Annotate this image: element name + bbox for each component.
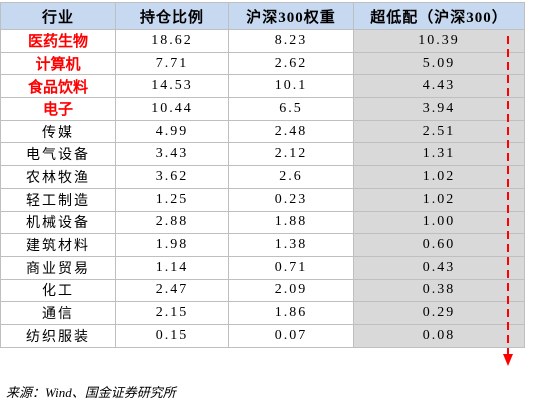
value-cell: 2.47 bbox=[115, 278, 229, 303]
industry-cell: 食品饮料 bbox=[0, 74, 116, 99]
value-cell: 3.94 bbox=[353, 97, 525, 121]
value-cell: 2.88 bbox=[115, 210, 229, 235]
value-cell: 0.07 bbox=[228, 323, 354, 348]
value-cell: 1.02 bbox=[353, 165, 525, 189]
value-cell: 3.62 bbox=[115, 165, 229, 189]
industry-cell: 纺织服装 bbox=[0, 323, 116, 348]
table-row: 医药生物 18.62 8.23 10.39 bbox=[0, 29, 525, 53]
table-row: 食品饮料 14.53 10.1 4.43 bbox=[0, 74, 525, 99]
value-cell: 2.12 bbox=[228, 142, 354, 167]
value-cell: 1.25 bbox=[115, 187, 229, 212]
industry-cell: 传媒 bbox=[0, 119, 116, 144]
value-cell: 6.5 bbox=[228, 97, 354, 121]
table-row: 电子 10.44 6.5 3.94 bbox=[0, 97, 525, 121]
value-cell: 18.62 bbox=[115, 29, 229, 53]
value-cell: 4.99 bbox=[115, 119, 229, 144]
source-note: 来源：Wind、国金证券研究所 bbox=[6, 385, 176, 400]
value-cell: 8.23 bbox=[228, 29, 354, 53]
table-row: 建筑材料 1.98 1.38 0.60 bbox=[0, 233, 525, 257]
table-row: 轻工制造 1.25 0.23 1.02 bbox=[0, 187, 525, 212]
value-cell: 1.02 bbox=[353, 187, 525, 212]
value-cell: 2.62 bbox=[228, 51, 354, 76]
value-cell: 2.15 bbox=[115, 301, 229, 325]
value-cell: 0.43 bbox=[353, 255, 525, 280]
value-cell: 1.98 bbox=[115, 233, 229, 257]
industry-cell: 医药生物 bbox=[0, 29, 116, 53]
value-cell: 4.43 bbox=[353, 74, 525, 99]
industry-cell: 机械设备 bbox=[0, 210, 116, 235]
value-cell: 0.38 bbox=[353, 278, 525, 303]
industry-cell: 化工 bbox=[0, 278, 116, 303]
header-cell: 超低配（沪深300） bbox=[353, 2, 525, 30]
arrow-head bbox=[503, 354, 513, 366]
value-cell: 2.6 bbox=[228, 165, 354, 189]
value-cell: 1.38 bbox=[228, 233, 354, 257]
table-body: 医药生物 18.62 8.23 10.39 计算机 7.71 2.62 5.09 食品饮料 14.… bbox=[0, 29, 525, 348]
table-row: 化工 2.47 2.09 0.38 bbox=[0, 278, 525, 303]
header-cell: 沪深300权重 bbox=[228, 2, 354, 30]
table-row: 农林牧渔 3.62 2.6 1.02 bbox=[0, 165, 525, 189]
value-cell: 1.88 bbox=[228, 210, 354, 235]
industry-cell: 商业贸易 bbox=[0, 255, 116, 280]
value-cell: 0.29 bbox=[353, 301, 525, 325]
industry-cell: 电气设备 bbox=[0, 142, 116, 167]
industry-cell: 电子 bbox=[0, 97, 116, 121]
value-cell: 0.71 bbox=[228, 255, 354, 280]
table-row: 电气设备 3.43 2.12 1.31 bbox=[0, 142, 525, 167]
value-cell: 10.44 bbox=[115, 97, 229, 121]
header-cell: 行业 bbox=[0, 2, 116, 30]
table-row: 纺织服装 0.15 0.07 0.08 bbox=[0, 323, 525, 348]
value-cell: 0.23 bbox=[228, 187, 354, 212]
header-cell: 持仓比例 bbox=[115, 2, 229, 30]
header-row: 行业 持仓比例 沪深300权重 超低配（沪深300） bbox=[0, 2, 525, 30]
value-cell: 2.48 bbox=[228, 119, 354, 144]
value-cell: 1.00 bbox=[353, 210, 525, 235]
value-cell: 0.08 bbox=[353, 323, 525, 348]
value-cell: 5.09 bbox=[353, 51, 525, 76]
table-row: 商业贸易 1.14 0.71 0.43 bbox=[0, 255, 525, 280]
value-cell: 1.86 bbox=[228, 301, 354, 325]
value-cell: 7.71 bbox=[115, 51, 229, 76]
table-row: 传媒 4.99 2.48 2.51 bbox=[0, 119, 525, 144]
value-cell: 10.39 bbox=[353, 29, 525, 53]
value-cell: 0.60 bbox=[353, 233, 525, 257]
value-cell: 1.31 bbox=[353, 142, 525, 167]
industry-cell: 建筑材料 bbox=[0, 233, 116, 257]
industry-cell: 农林牧渔 bbox=[0, 165, 116, 189]
value-cell: 1.14 bbox=[115, 255, 229, 280]
value-cell: 10.1 bbox=[228, 74, 354, 99]
table-row: 计算机 7.71 2.62 5.09 bbox=[0, 51, 525, 76]
table-wrap: 行业 持仓比例 沪深300权重 超低配（沪深300） 医药生物 18.62 8.23 10.… bbox=[0, 2, 525, 348]
industry-cell: 通信 bbox=[0, 301, 116, 325]
table: 行业 持仓比例 沪深300权重 超低配（沪深300） 医药生物 18.62 8.23 10.… bbox=[0, 2, 525, 348]
industry-cell: 轻工制造 bbox=[0, 187, 116, 212]
table-row: 机械设备 2.88 1.88 1.00 bbox=[0, 210, 525, 235]
value-cell: 2.09 bbox=[228, 278, 354, 303]
table-row: 通信 2.15 1.86 0.29 bbox=[0, 301, 525, 325]
value-cell: 2.51 bbox=[353, 119, 525, 144]
value-cell: 14.53 bbox=[115, 74, 229, 99]
value-cell: 0.15 bbox=[115, 323, 229, 348]
value-cell: 3.43 bbox=[115, 142, 229, 167]
industry-cell: 计算机 bbox=[0, 51, 116, 76]
